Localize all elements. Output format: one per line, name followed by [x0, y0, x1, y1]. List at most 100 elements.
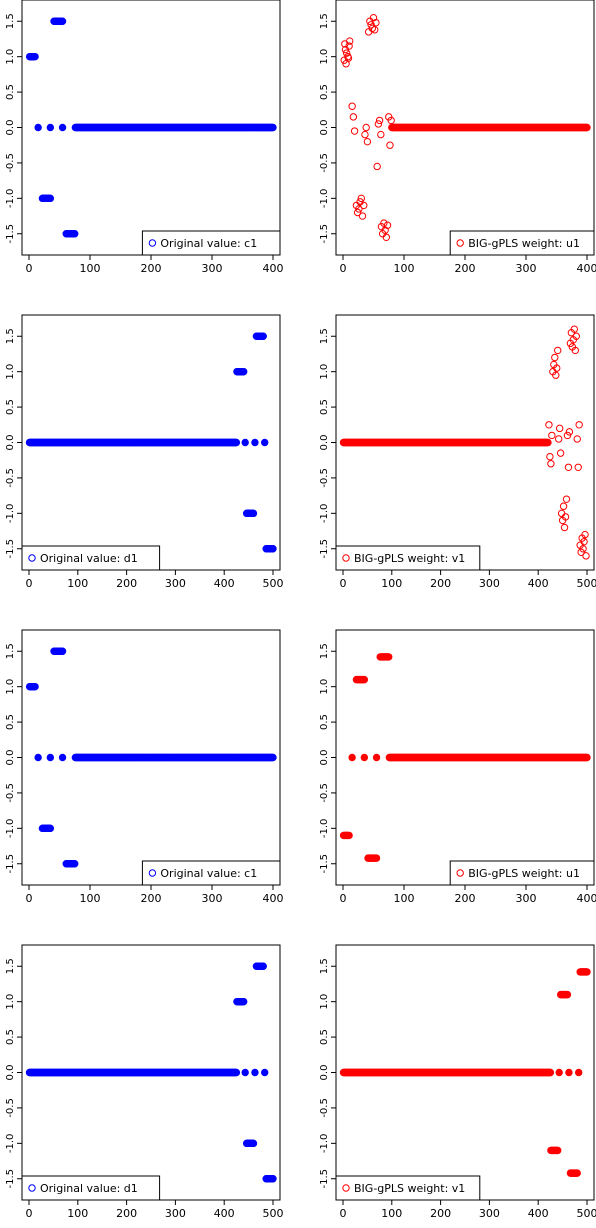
legend: Original value: c1 — [142, 231, 280, 255]
data-point — [241, 368, 247, 374]
y-tick-label: 0.5 — [5, 1029, 16, 1045]
y-tick-label: -0.5 — [319, 783, 330, 803]
data-point — [365, 29, 371, 35]
data-point — [547, 1069, 553, 1075]
data-point — [566, 1069, 572, 1075]
data-point — [386, 654, 392, 660]
legend-label: BIG-gPLS weight: v1 — [354, 1182, 465, 1195]
y-tick-label: 1.5 — [5, 13, 16, 29]
data-points — [341, 15, 590, 241]
data-points — [340, 654, 590, 862]
data-point — [549, 432, 555, 438]
y-tick-label: 0.5 — [319, 84, 330, 100]
y-tick-label: -1.0 — [319, 189, 330, 209]
data-point — [349, 103, 355, 109]
x-tick-label: 0 — [26, 892, 33, 905]
data-point — [47, 195, 53, 201]
x-tick-label: 300 — [479, 577, 500, 590]
data-points — [26, 333, 276, 552]
data-points — [340, 969, 590, 1177]
data-point — [563, 496, 569, 502]
data-point — [242, 1069, 248, 1075]
y-tick-label: 1.0 — [5, 49, 16, 65]
legend: BIG-gPLS weight: u1 — [450, 861, 594, 885]
x-tick-label: 200 — [455, 262, 476, 275]
y-tick-label: -1.5 — [5, 854, 16, 874]
data-point — [47, 825, 53, 831]
data-point — [359, 213, 365, 219]
data-point — [575, 464, 581, 470]
y-tick-label: 0.0 — [319, 435, 330, 451]
y-tick-label: -1.0 — [5, 819, 16, 839]
legend-label: Original value: c1 — [160, 867, 257, 880]
x-tick-label: 200 — [430, 577, 451, 590]
x-tick-label: 500 — [577, 577, 596, 590]
data-point — [250, 510, 256, 516]
y-tick-label: -1.5 — [319, 224, 330, 244]
x-tick-label: 500 — [263, 1207, 284, 1220]
y-tick-label: -1.5 — [319, 1169, 330, 1189]
y-tick-label: 1.0 — [319, 679, 330, 695]
data-points — [26, 648, 276, 867]
data-point — [546, 422, 552, 428]
data-point — [252, 1069, 258, 1075]
x-tick-label: 100 — [394, 262, 415, 275]
y-tick-label: -1.5 — [5, 224, 16, 244]
y-tick-label: -0.5 — [5, 468, 16, 488]
data-point — [378, 131, 384, 137]
x-tick-label: 300 — [479, 1207, 500, 1220]
y-tick-label: 1.5 — [319, 328, 330, 344]
y-tick-label: -1.5 — [319, 539, 330, 559]
x-tick-label: 400 — [528, 577, 549, 590]
y-tick-label: 1.0 — [5, 364, 16, 380]
x-tick-label: 400 — [214, 1207, 235, 1220]
data-point — [561, 524, 567, 530]
data-point — [47, 124, 53, 130]
legend-label: Original value: c1 — [160, 237, 257, 250]
y-tick-label: 0.5 — [319, 399, 330, 415]
x-tick-label: 100 — [80, 262, 101, 275]
data-point — [242, 439, 248, 445]
data-point — [374, 163, 380, 169]
y-tick-label: -1.0 — [319, 1134, 330, 1154]
y-tick-label: 0.0 — [319, 750, 330, 766]
y-tick-label: -1.5 — [319, 854, 330, 874]
data-point — [252, 439, 258, 445]
x-tick-label: 200 — [116, 577, 137, 590]
x-tick-label: 400 — [214, 577, 235, 590]
x-tick-label: 100 — [67, 1207, 88, 1220]
x-tick-label: 200 — [116, 1207, 137, 1220]
legend: Original value: d1 — [22, 1176, 160, 1200]
y-tick-label: 1.0 — [319, 364, 330, 380]
x-tick-label: 0 — [340, 892, 347, 905]
x-tick-label: 100 — [381, 1207, 402, 1220]
x-tick-label: 100 — [67, 577, 88, 590]
y-tick-label: 0.5 — [5, 714, 16, 730]
data-point — [262, 1069, 268, 1075]
y-tick-label: 0.5 — [5, 399, 16, 415]
x-tick-label: 300 — [165, 577, 186, 590]
x-tick-label: 500 — [577, 1207, 596, 1220]
y-tick-label: 1.5 — [5, 643, 16, 659]
legend-label: Original value: d1 — [40, 1182, 138, 1195]
y-tick-label: -0.5 — [319, 1098, 330, 1118]
data-point — [565, 464, 571, 470]
data-point — [363, 124, 369, 130]
data-point — [35, 754, 41, 760]
data-point — [349, 754, 355, 760]
data-point — [574, 1170, 580, 1176]
data-point — [373, 855, 379, 861]
data-point — [233, 439, 239, 445]
x-tick-label: 100 — [381, 577, 402, 590]
data-point — [72, 231, 78, 237]
x-tick-label: 0 — [26, 577, 33, 590]
data-point — [59, 754, 65, 760]
legend-label: BIG-gPLS weight: v1 — [354, 552, 465, 565]
